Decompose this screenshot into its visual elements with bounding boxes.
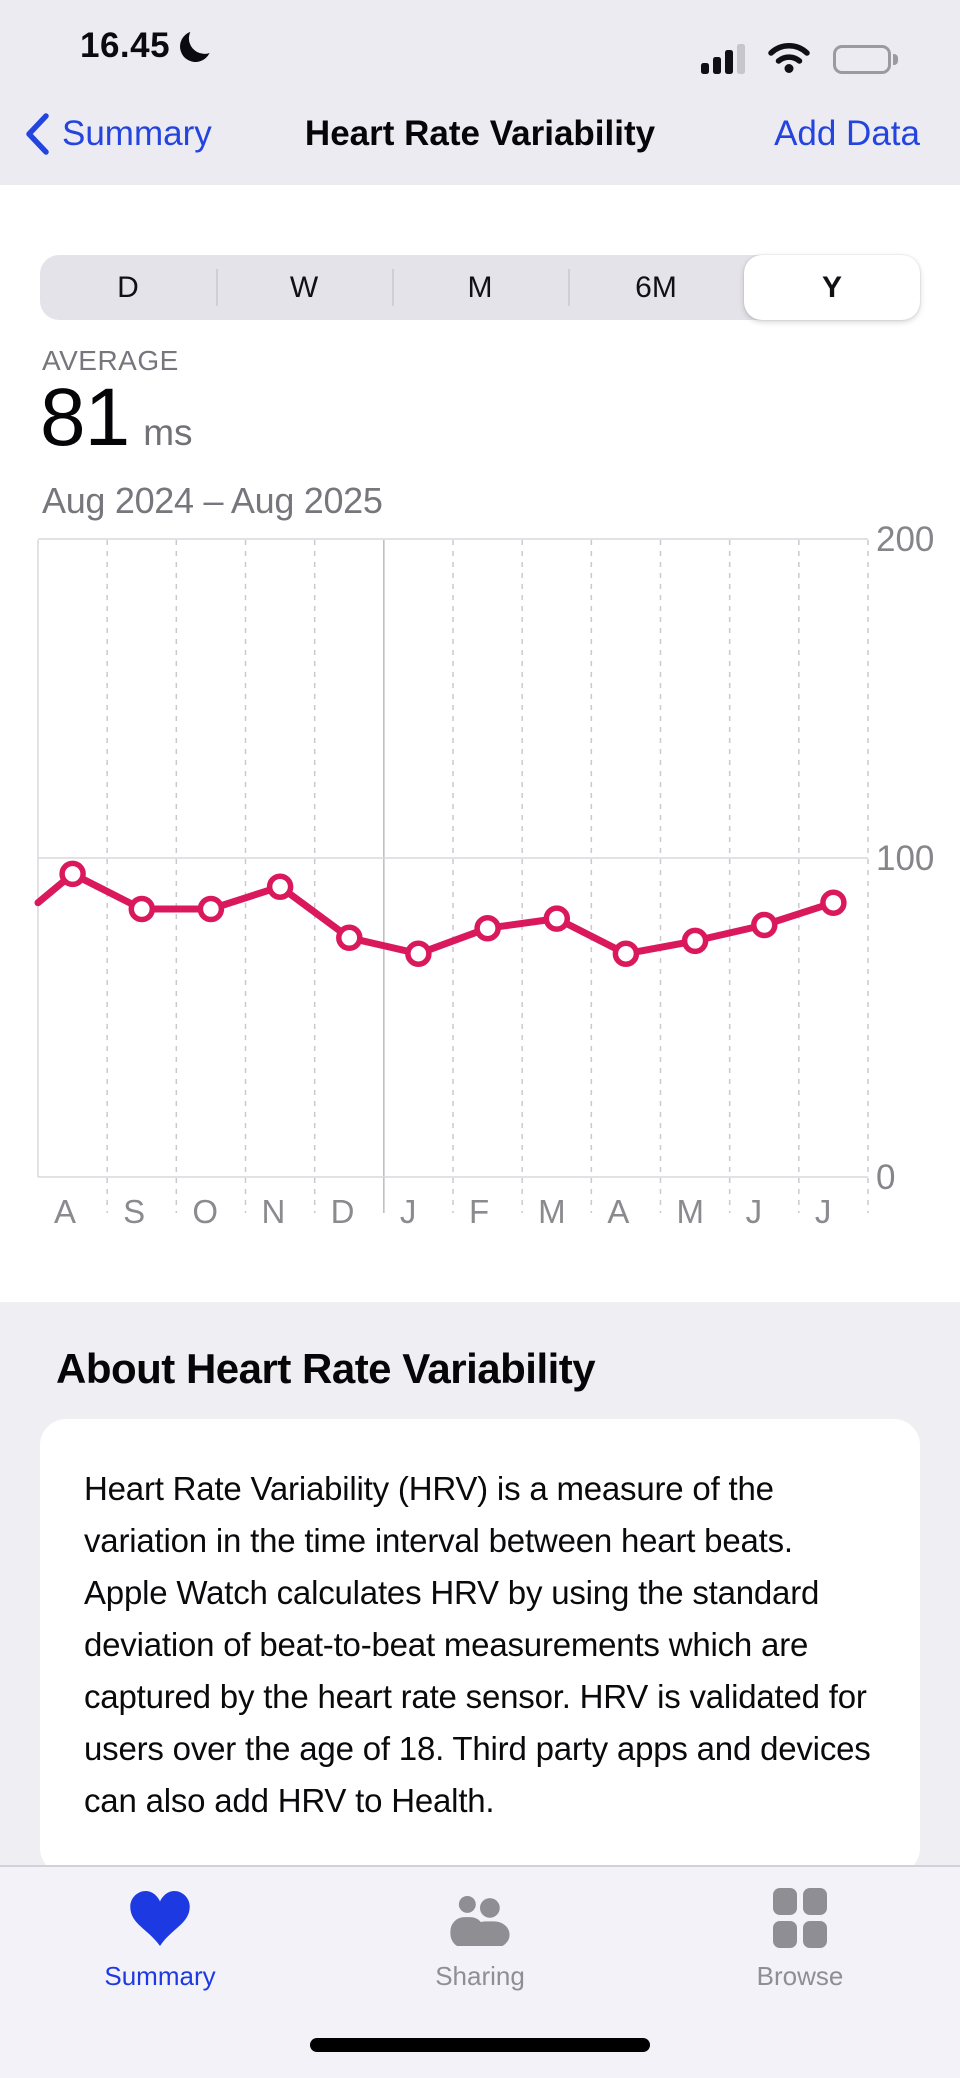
back-button-label: Summary (62, 114, 212, 153)
segment-6m[interactable]: 6M (568, 255, 744, 320)
data-point-marker (128, 895, 156, 923)
home-indicator[interactable] (310, 2038, 650, 2052)
moon-icon (176, 26, 215, 65)
y-axis-tick-label: 200 (876, 520, 934, 559)
x-axis-label: M (677, 1193, 705, 1230)
segment-y[interactable]: Y (744, 255, 920, 320)
top-chrome: 16.45 (0, 0, 960, 185)
grid-icon (773, 1888, 827, 1948)
hrv-line (34, 870, 837, 958)
about-body-text: Heart Rate Variability (HRV) is a measur… (84, 1470, 871, 1819)
clock-time: 16.45 (80, 26, 171, 65)
y-axis-tick-label: 0 (876, 1158, 895, 1197)
about-card: Heart Rate Variability (HRV) is a measur… (40, 1419, 920, 1874)
data-point-marker (681, 927, 709, 955)
x-axis-label: A (607, 1193, 629, 1230)
y-axis-tick-label: 100 (876, 839, 934, 878)
x-axis-label: M (538, 1193, 566, 1230)
average-unit: ms (143, 412, 193, 453)
data-point-marker (820, 889, 847, 916)
x-axis-label: F (469, 1193, 489, 1230)
chart-section: D W M 6M Y AVERAGE 81 ms Aug 2024 – Aug 2025… (0, 185, 960, 1302)
average-value: 81 (40, 372, 130, 463)
x-axis-label: J (400, 1193, 417, 1230)
wifi-icon (767, 40, 811, 78)
segment-m[interactable]: M (392, 255, 568, 320)
average-label: AVERAGE (42, 345, 179, 376)
segment-d[interactable]: D (117, 270, 139, 304)
x-axis-label: J (746, 1193, 763, 1230)
tab-sharing[interactable]: Sharing (320, 1889, 640, 1992)
people-icon (450, 1895, 510, 1946)
page-title: Heart Rate Variability (304, 114, 656, 153)
data-point-marker (336, 924, 363, 952)
tab-bar: Summary Sharing Browse (0, 1865, 960, 2078)
status-right (701, 40, 898, 78)
tab-label: Sharing (435, 1961, 525, 1991)
heart-icon (130, 1890, 190, 1946)
date-range: Aug 2024 – Aug 2025 (42, 480, 383, 521)
data-point-marker (474, 914, 501, 942)
status-bar: 16.45 (0, 0, 960, 90)
x-axis-label: O (192, 1193, 218, 1230)
x-axis-label: N (262, 1193, 286, 1230)
about-section: About Heart Rate Variability Heart Rate … (0, 1302, 960, 1874)
tab-label: Browse (756, 1961, 844, 1991)
status-left: 16.45 (80, 26, 211, 66)
about-heading: About Heart Rate Variability (56, 1345, 596, 1392)
data-point-marker (197, 895, 225, 923)
data-point-marker (751, 911, 778, 939)
hrv-line-chart[interactable]: 0 100 200 A S O N D J F M A M J J (0, 520, 960, 1260)
time-range-segmented-control: D W M 6M Y (40, 255, 920, 320)
data-point-marker (612, 940, 640, 967)
add-data-button[interactable]: Add Data (774, 114, 920, 153)
tab-browse[interactable]: Browse (640, 1888, 960, 1992)
data-point-marker (266, 873, 294, 900)
battery-icon (833, 44, 898, 74)
x-axis-label: A (54, 1193, 76, 1230)
segment-w[interactable]: W (216, 255, 392, 320)
data-point-marker (405, 940, 432, 967)
x-axis-label: S (123, 1193, 145, 1230)
tab-summary[interactable]: Summary (0, 1889, 320, 1992)
back-button[interactable]: Summary (24, 112, 212, 156)
cellular-signal-icon (701, 44, 745, 74)
chevron-left-icon (26, 113, 49, 155)
data-point-marker (543, 905, 571, 932)
nav-bar: Summary Heart Rate Variability Add Data (0, 90, 960, 185)
x-axis-label: J (815, 1193, 832, 1230)
average-value-row: 81 ms (40, 371, 193, 465)
tab-label: Summary (104, 1961, 216, 1991)
data-point-marker (59, 860, 86, 888)
x-axis-label: D (331, 1193, 355, 1230)
